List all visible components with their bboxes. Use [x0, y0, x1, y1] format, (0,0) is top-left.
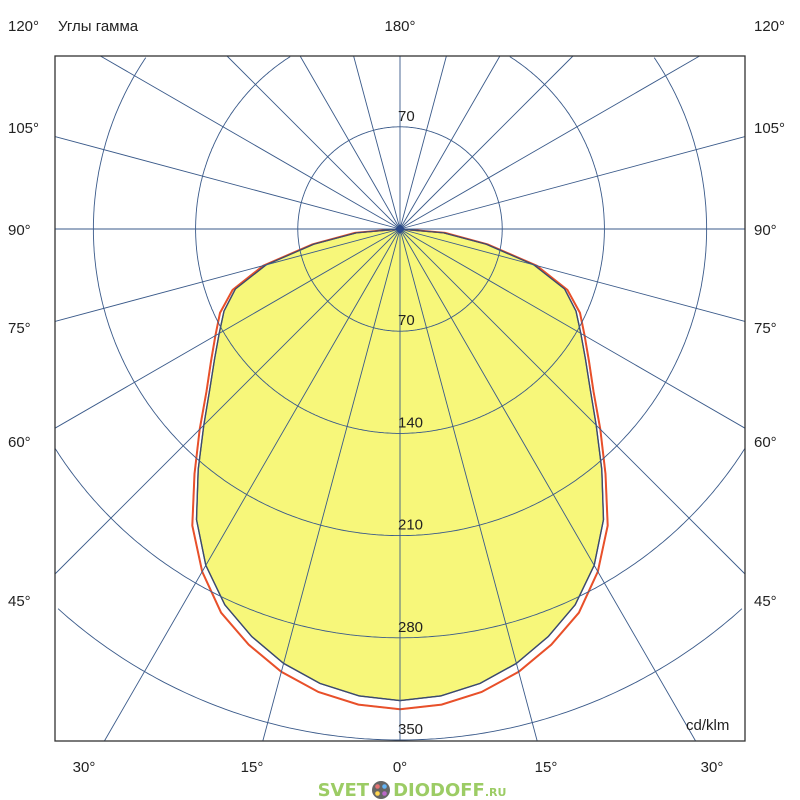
- spoke-240: [100, 55, 401, 230]
- chart-title: Углы гамма: [58, 18, 139, 35]
- plot-frame: [54, 55, 746, 742]
- spoke-285: [54, 228, 401, 322]
- left-angle-label-120: 120°: [8, 18, 39, 35]
- left-angle-label-45: 45°: [8, 593, 31, 610]
- ring-label-70: 70: [398, 312, 415, 329]
- bottom-angle-label-0: 30°: [73, 759, 96, 776]
- right-angle-label-45: 45°: [754, 593, 777, 610]
- left-angle-label-90: 90°: [8, 222, 31, 239]
- spoke-300: [54, 228, 401, 429]
- spoke-150: [399, 55, 501, 230]
- spoke-210: [299, 55, 401, 230]
- bottom-angle-label-2: 0°: [393, 759, 407, 776]
- right-angle-label-90: 90°: [754, 222, 777, 239]
- ring-350: [57, 608, 743, 741]
- left-angle-label-105: 105°: [8, 120, 39, 137]
- right-angle-label-120: 120°: [754, 18, 785, 35]
- center-marker: [395, 224, 405, 234]
- unit-label: cd/klm: [686, 717, 729, 734]
- bottom-angle-label-3: 15°: [535, 759, 558, 776]
- ring-label-350: 350: [398, 721, 423, 738]
- spoke-75: [399, 228, 746, 322]
- spoke-30: [399, 228, 696, 742]
- right-angle-label-75: 75°: [754, 320, 777, 337]
- spoke-105: [399, 136, 746, 230]
- ring-label-210: 210: [398, 517, 423, 534]
- spoke-345: [262, 228, 401, 742]
- spoke-135: [399, 55, 574, 230]
- ring-280: [54, 448, 746, 639]
- spoke-315: [54, 228, 401, 575]
- spoke-165: [399, 55, 447, 230]
- ring-140: [195, 56, 605, 434]
- spoke-330: [104, 228, 401, 742]
- left-angle-label-60: 60°: [8, 434, 31, 451]
- bottom-angle-label-1: 15°: [241, 759, 264, 776]
- ring-label-top: 70: [398, 108, 415, 125]
- ring-label-140: 140: [398, 414, 423, 431]
- spoke-15: [399, 228, 538, 742]
- right-angle-label-60: 60°: [754, 434, 777, 451]
- top-angle-label: 180°: [384, 18, 415, 35]
- bottom-angle-label-4: 30°: [701, 759, 724, 776]
- ring-label-280: 280: [398, 619, 423, 636]
- spoke-60: [399, 228, 746, 429]
- spoke-255: [54, 136, 401, 230]
- spoke-45: [399, 228, 746, 575]
- spoke-225: [226, 55, 401, 230]
- right-angle-label-105: 105°: [754, 120, 785, 137]
- spoke-195: [353, 55, 401, 230]
- ring-210: [92, 57, 708, 537]
- left-angle-label-75: 75°: [8, 320, 31, 337]
- watermark-logo: SVET DIODOFF.RU: [318, 780, 507, 800]
- spoke-120: [399, 55, 700, 230]
